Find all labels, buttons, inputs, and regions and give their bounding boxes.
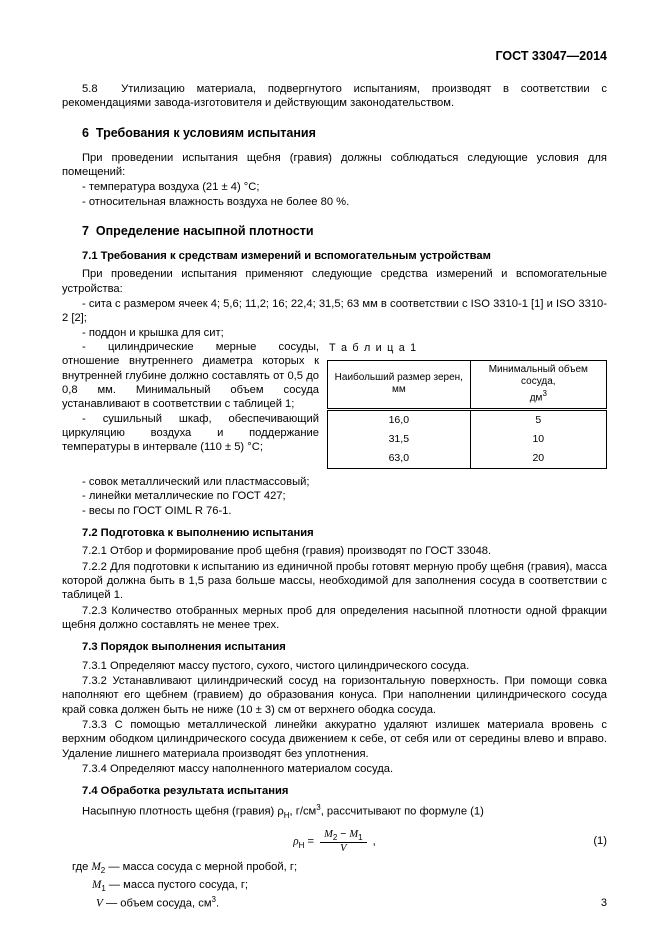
num: 5.8 xyxy=(82,83,98,95)
formula-1: ρН = M2 − M1 V , (1) xyxy=(62,829,607,855)
cell: 20 xyxy=(470,449,606,469)
section-6-intro: При проведении испытания щебня (гравия) … xyxy=(62,151,607,180)
sub: 1 xyxy=(358,833,362,842)
subsection-7-4-heading: 7.4 Обработка результата испытания xyxy=(62,784,607,798)
subsection-7-1-intro: При проведении испытания применяют следу… xyxy=(62,267,607,296)
sym: M xyxy=(91,861,100,873)
sym: M xyxy=(324,829,333,840)
text: Утилизацию материала, подвергнутого испы… xyxy=(62,83,607,109)
col-header: Наибольший размер зерен, мм xyxy=(328,360,471,409)
op: − xyxy=(337,828,349,840)
subsection-7-2-heading: 7.2 Подготовка к выполнению испытания xyxy=(62,526,607,540)
formula-intro: Насыпную плотность щебня (гравия) ρН, г/… xyxy=(62,803,607,821)
cell: 16,0 xyxy=(328,409,471,430)
subsection-7-1-heading: 7.1 Требования к средствам измерений и в… xyxy=(62,249,607,263)
sym: M xyxy=(92,879,101,891)
table-1: Т а б л и ц а 1 Наибольший размер зерен,… xyxy=(327,342,607,469)
paragraph: 7.2.1 Отбор и формирование проб щебня (г… xyxy=(62,544,607,558)
text: — объем сосуда, см xyxy=(103,898,212,910)
paragraph-5-8: 5.8 Утилизацию материала, подвергнутого … xyxy=(62,82,607,111)
text: , xyxy=(370,835,376,847)
list-item: - линейки металлические по ГОСТ 427; xyxy=(62,489,607,503)
paragraph: 7.2.2 Для подготовки к испытанию из един… xyxy=(62,560,607,603)
paragraph: 7.3.1 Определяют массу пустого, сухого, … xyxy=(62,659,607,673)
list-item: - поддон и крышка для сит; xyxy=(62,326,607,340)
cell: 63,0 xyxy=(328,449,471,469)
text: — масса пустого сосуда, г; xyxy=(106,879,248,891)
where-item: V — объем сосуда, см 3. xyxy=(96,895,607,911)
section-6-item: - температура воздуха (21 ± 4) °С; xyxy=(62,180,607,194)
equals: = xyxy=(304,835,317,847)
sym: V xyxy=(96,898,103,910)
section-7-heading: 7 Определение насыпной плотности xyxy=(82,223,607,239)
text: Насыпную плотность щебня (гравия) ρ xyxy=(82,805,284,817)
paragraph: 7.3.3 С помощью металлической линейки ак… xyxy=(62,718,607,761)
data-table: Наибольший размер зерен, мм Минимальный … xyxy=(327,360,607,469)
table-caption: Т а б л и ц а 1 xyxy=(329,342,607,356)
paragraph: 7.2.3 Количество отобранных мерных проб … xyxy=(62,604,607,633)
text: , г/см xyxy=(290,805,317,817)
where-list: где M2 — масса сосуда с мерной пробой, г… xyxy=(62,860,607,911)
section-6-item: - относительная влажность воздуха не бол… xyxy=(62,195,607,209)
sym: V xyxy=(340,843,346,854)
list-item: - совок металлический или пластмассовый; xyxy=(62,475,607,489)
label: где xyxy=(72,861,91,873)
cell: 10 xyxy=(470,430,606,449)
text: дм xyxy=(530,392,543,403)
page-number: 3 xyxy=(601,896,607,910)
subsection-7-3-heading: 7.3 Порядок выполнения испытания xyxy=(62,640,607,654)
cell: 31,5 xyxy=(328,430,471,449)
where-item: M1 — масса пустого сосуда, г; xyxy=(92,878,607,894)
equation-number: (1) xyxy=(593,834,607,848)
paragraph: 7.3.4 Определяют массу наполненного мате… xyxy=(62,762,607,776)
list-item: - сита с размером ячеек 4; 5,6; 11,2; 16… xyxy=(62,297,607,326)
title: Определение насыпной плотности xyxy=(96,224,314,238)
formula-body: ρН = M2 − M1 V , xyxy=(293,829,376,855)
num: 6 xyxy=(82,126,89,140)
list-item: - весы по ГОСТ OIML R 76-1. xyxy=(62,504,607,518)
section-6-heading: 6 Требования к условиям испытания xyxy=(82,125,607,141)
paragraph: 7.3.2 Устанавливают цилиндрический сосуд… xyxy=(62,674,607,717)
text: , рассчитывают по формуле (1) xyxy=(321,805,484,817)
document-id: ГОСТ 33047—2014 xyxy=(62,48,607,64)
title: Требования к условиям испытания xyxy=(96,126,316,140)
text: . xyxy=(216,898,219,910)
text-table-wrap: Т а б л и ц а 1 Наибольший размер зерен,… xyxy=(62,340,607,475)
sym: M xyxy=(349,829,358,840)
sup: 3 xyxy=(542,389,546,398)
where-item: где M2 — масса сосуда с мерной пробой, г… xyxy=(72,860,607,876)
page: ГОСТ 33047—2014 5.8 Утилизацию материала… xyxy=(0,0,661,936)
text: — масса сосуда с мерной пробой, г; xyxy=(105,861,297,873)
cell: 5 xyxy=(470,409,606,430)
text: Минимальный объем сосуда, xyxy=(489,364,588,388)
num: 7 xyxy=(82,224,89,238)
col-header: Минимальный объем сосуда, дм3 xyxy=(470,360,606,409)
